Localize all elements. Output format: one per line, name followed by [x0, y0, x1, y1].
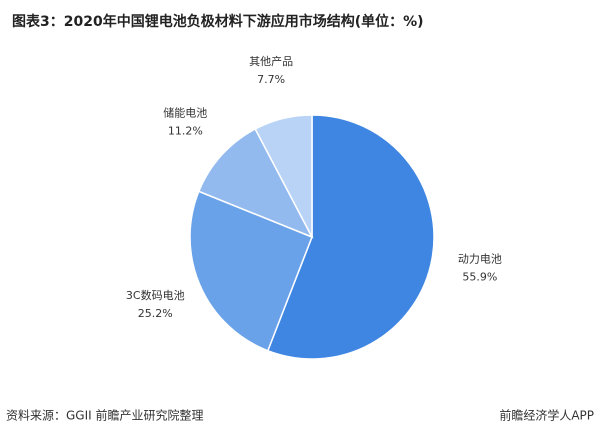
- slice-label: 动力电池: [458, 252, 502, 265]
- value-label: 11.2%: [168, 124, 203, 137]
- value-label: 55.9%: [462, 270, 497, 283]
- value-label: 7.7%: [257, 73, 285, 86]
- brand: 前瞻经济学人APP: [499, 408, 594, 423]
- pie-slice: [197, 127, 314, 239]
- pie-slice: [266, 114, 435, 360]
- pie-slice: [254, 114, 313, 238]
- slice-label: 3C数码电池: [126, 289, 185, 302]
- value-label: 25.2%: [138, 307, 173, 320]
- slice-label: 其他产品: [249, 54, 293, 68]
- pie-slice: [189, 190, 313, 352]
- slice-label: 储能电池: [163, 105, 207, 119]
- chart-title: 图表3：2020年中国锂电池负极材料下游应用市场结构(单位：%): [12, 13, 424, 30]
- source-note: 资料来源：GGII 前瞻产业研究院整理: [6, 408, 204, 423]
